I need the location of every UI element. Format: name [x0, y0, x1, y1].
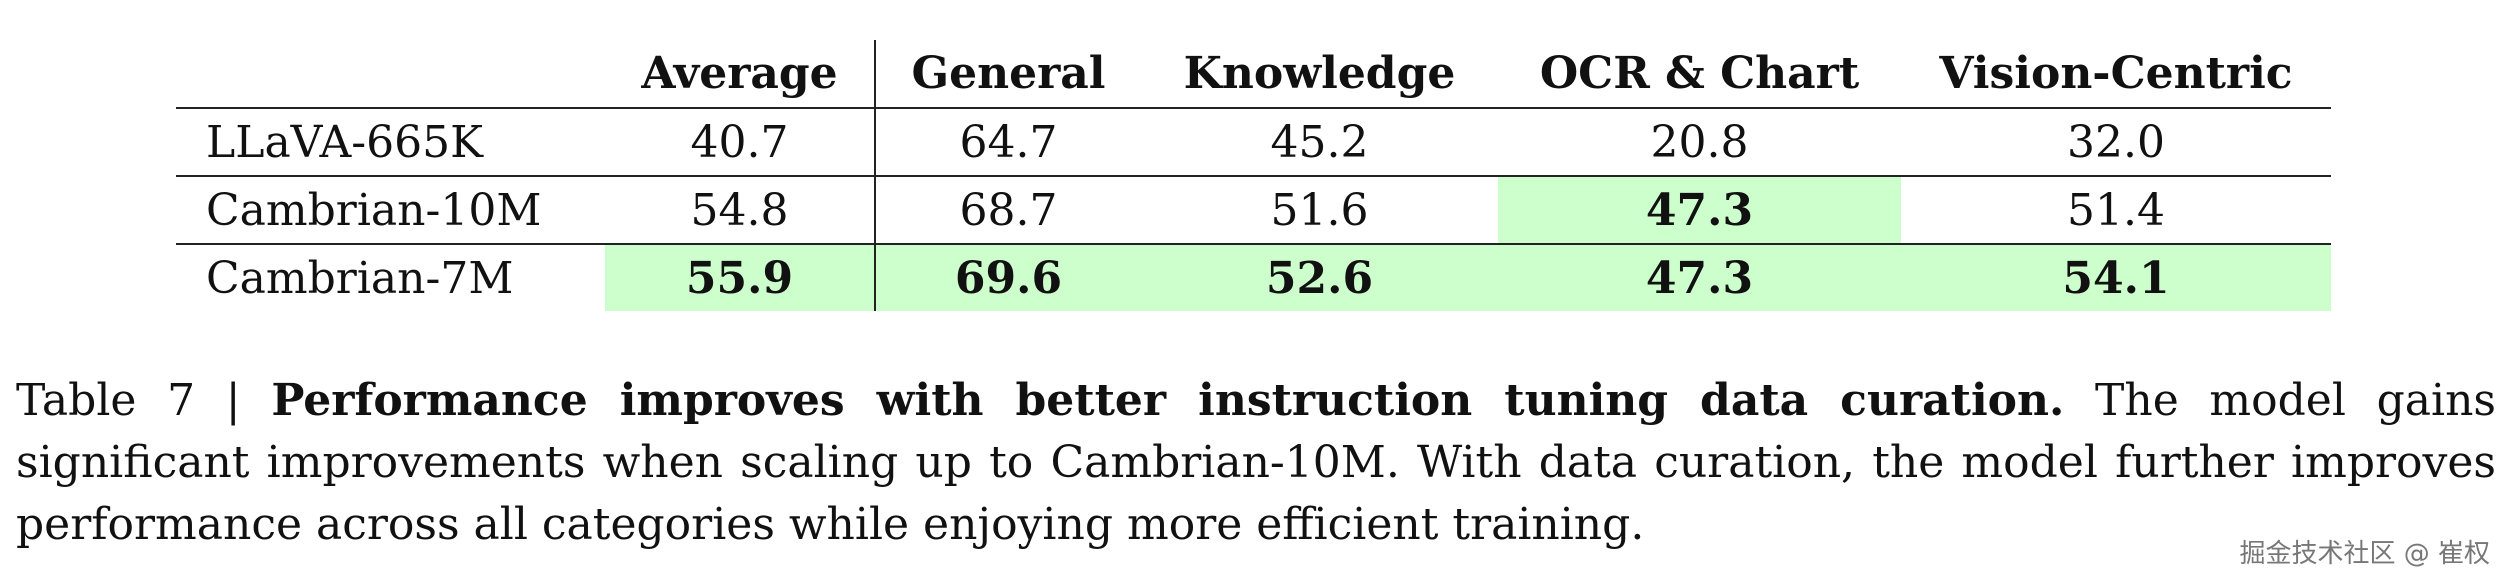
caption: Table 7 | Performance improves with bett…	[16, 370, 2496, 556]
cell: 69.6	[875, 244, 1141, 311]
cell: 54.1	[1901, 244, 2331, 311]
row: Cambrian-7M 55.9 69.6 52.6 47.3 54.1	[176, 244, 2331, 311]
cell: 51.6	[1141, 176, 1498, 245]
caption-label: Table 7 |	[16, 375, 241, 426]
header-cell: General	[875, 40, 1141, 109]
caption-title: Performance improves with better instruc…	[271, 375, 2065, 426]
cell: 40.7	[605, 108, 876, 177]
cell: 54.8	[605, 176, 876, 245]
row-label: Cambrian-7M	[206, 252, 514, 304]
row: LLaVA-665K 40.7 64.7 45.2 20.8 32.0	[176, 108, 2331, 177]
results-table: Average General Knowledge OCR & Chart Vi…	[176, 40, 2331, 311]
cell: 20.8	[1498, 108, 1901, 177]
cell: 32.0	[1901, 108, 2331, 177]
header-cell: Vision-Centric	[1901, 40, 2331, 109]
corner-cell	[176, 40, 605, 109]
watermark: 掘金技术社区 @ 崔权	[2239, 539, 2490, 569]
cell: 47.3	[1498, 176, 1901, 245]
caption-text: The model gains significant improvements…	[16, 375, 2496, 550]
cell: 52.6	[1141, 244, 1498, 311]
row-label: LLaVA-665K	[176, 108, 605, 177]
row-label: Cambrian-10M	[176, 176, 605, 245]
cell: 55.9	[605, 244, 876, 311]
header-row: Average General Knowledge OCR & Chart Vi…	[176, 40, 2331, 109]
header-cell: OCR & Chart	[1498, 40, 1901, 109]
cell: 68.7	[875, 176, 1141, 245]
cell: 45.2	[1141, 108, 1498, 177]
header-cell: Average	[605, 40, 876, 109]
row: Cambrian-10M 54.8 68.7 51.6 47.3 51.4	[176, 176, 2331, 245]
cell: 47.3	[1498, 244, 1901, 311]
cell: 51.4	[1901, 176, 2331, 245]
cell: 64.7	[875, 108, 1141, 177]
header-cell: Knowledge	[1141, 40, 1498, 109]
